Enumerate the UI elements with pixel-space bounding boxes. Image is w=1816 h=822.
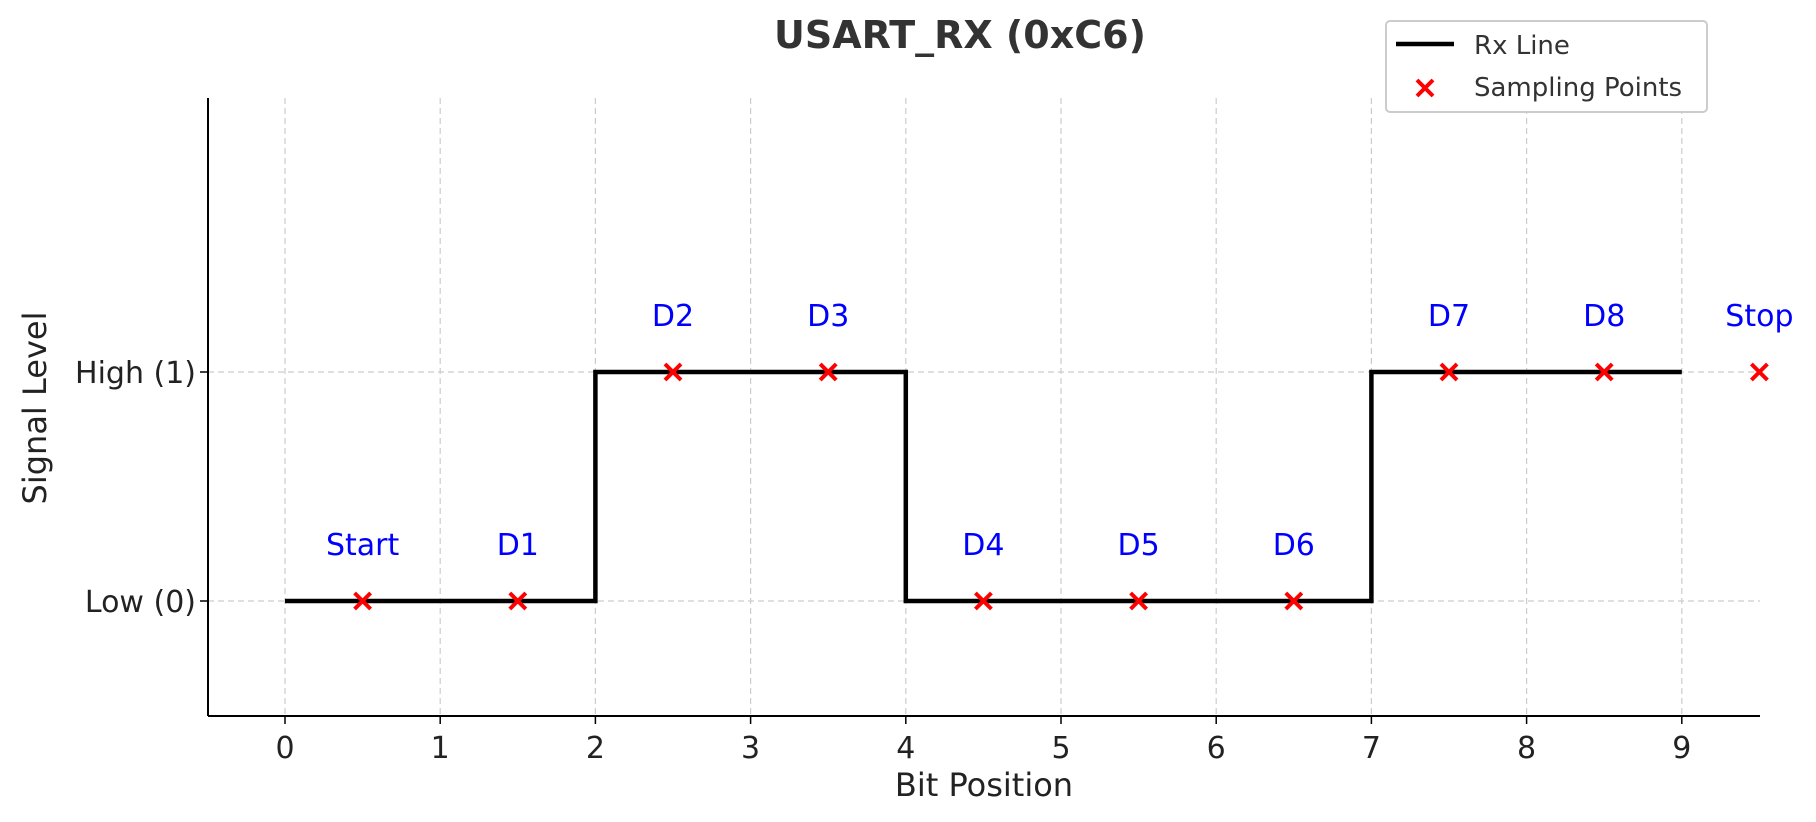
sampling-point-marker: [1129, 591, 1149, 611]
x-tick-label: 9: [1672, 731, 1691, 766]
legend-box: [1385, 20, 1708, 113]
legend-marker-swatch: [1415, 78, 1435, 98]
bit-label: D8: [1583, 299, 1625, 334]
x-axis-label: Bit Position: [895, 766, 1073, 804]
x-tick-label: 3: [741, 731, 760, 766]
bit-label: D6: [1273, 528, 1315, 563]
bit-label: D3: [807, 299, 849, 334]
bit-label: Stop: [1725, 299, 1793, 334]
sampling-point-marker: [1749, 362, 1769, 382]
chart-title: USART_RX (0xC6): [774, 13, 1146, 57]
sampling-point-marker: [973, 591, 993, 611]
bit-label: Start: [326, 528, 400, 563]
sampling-point-marker: [1439, 362, 1459, 382]
x-tick-label: 8: [1517, 731, 1536, 766]
annotations: Start D1 D2 D3 D4 D5 D6 D7 D8 Stop: [326, 299, 1794, 563]
x-tick-label: 2: [586, 731, 605, 766]
x-tick-label: 0: [275, 731, 294, 766]
sampling-point-marker: [1284, 591, 1304, 611]
sampling-point-marker: [663, 362, 683, 382]
x-tick-label: 5: [1051, 731, 1070, 766]
y-tick-label: High (1): [75, 356, 196, 391]
legend: Rx Line Sampling Points: [1385, 20, 1708, 113]
bit-label: D7: [1428, 299, 1470, 334]
rx-line-series: [285, 369, 1682, 604]
sampling-point-marker: [508, 591, 528, 611]
sampling-point-marker: [1594, 362, 1614, 382]
x-tick-label: 4: [896, 731, 915, 766]
axes: [207, 98, 1760, 717]
x-tick-label: 7: [1362, 731, 1381, 766]
ticks: 0 1 2 3 4 5 6 7 8 9 Low (0) High (1): [75, 356, 1691, 766]
legend-label-sampling-points: Sampling Points: [1474, 73, 1682, 103]
legend-label-rx-line: Rx Line: [1474, 31, 1570, 61]
x-tick-label: 6: [1207, 731, 1226, 766]
bit-label: D1: [497, 528, 539, 563]
grid: [208, 98, 1760, 716]
bit-label: D2: [652, 299, 694, 334]
sampling-point-marker: [818, 362, 838, 382]
sampling-point-marker: [353, 591, 373, 611]
bit-label: D5: [1118, 528, 1160, 563]
x-tick-label: 1: [431, 731, 450, 766]
bit-label: D4: [962, 528, 1004, 563]
series: [285, 362, 1769, 611]
y-axis-label: Signal Level: [16, 312, 54, 505]
y-tick-label: Low (0): [85, 585, 196, 620]
